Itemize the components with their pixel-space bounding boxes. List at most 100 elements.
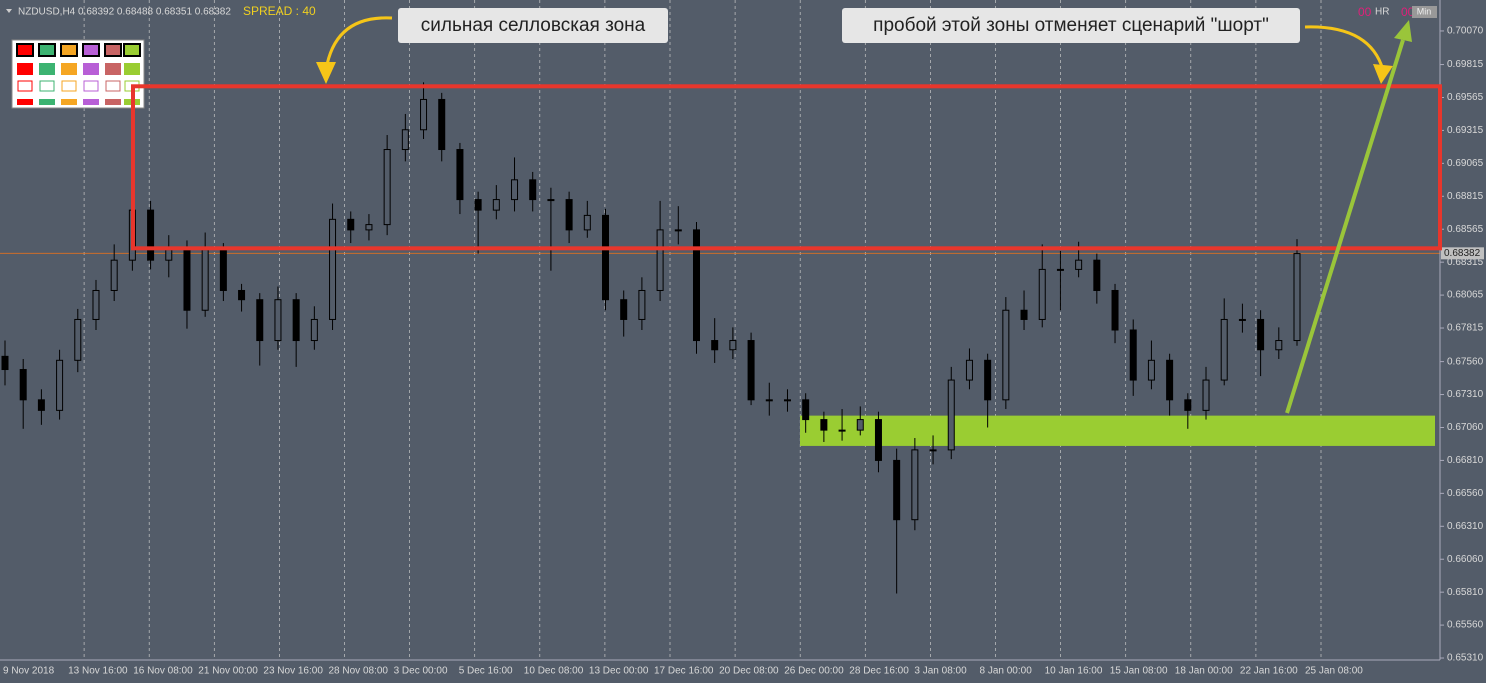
x-tick-label: 3 Jan 08:00 xyxy=(914,666,967,677)
annotation: пробой этой зоны отменяет сценарий "шорт… xyxy=(873,15,1269,36)
candle-body xyxy=(1,355,9,371)
y-tick-label: 0.67560 xyxy=(1447,356,1484,367)
x-tick-label: 5 Dec 16:00 xyxy=(459,666,513,677)
candle-body xyxy=(529,179,537,201)
x-tick-label: 28 Dec 16:00 xyxy=(849,666,909,677)
candle-body xyxy=(329,218,337,320)
candle-body xyxy=(1056,268,1064,271)
candle-body xyxy=(583,214,591,231)
control[interactable]: 00 xyxy=(1358,5,1372,19)
candle-body xyxy=(1147,359,1155,381)
candle-body xyxy=(256,299,264,342)
candle-body xyxy=(783,399,791,402)
symbol-info: NZDUSD,H4 0.68392 0.68488 0.68351 0.6838… xyxy=(18,7,231,18)
candle-body xyxy=(547,199,555,202)
candle-body xyxy=(1075,259,1083,270)
candle-body xyxy=(729,340,737,351)
x-tick-label: 3 Dec 00:00 xyxy=(394,666,448,677)
y-tick-label: 0.68815 xyxy=(1447,191,1484,202)
candle-body xyxy=(1129,329,1137,381)
x-tick-label: 20 Dec 08:00 xyxy=(719,666,779,677)
control[interactable]: Min xyxy=(1417,6,1432,16)
candle-body xyxy=(219,249,227,291)
candle-body xyxy=(1166,359,1174,401)
y-tick-label: 0.67060 xyxy=(1447,422,1484,433)
y-tick-label: 0.65560 xyxy=(1447,620,1484,631)
y-tick-label: 0.66310 xyxy=(1447,521,1484,532)
x-tick-label: 10 Dec 08:00 xyxy=(524,666,584,677)
y-tick-label: 0.65810 xyxy=(1447,587,1484,598)
candle-body xyxy=(456,149,464,201)
candle-body xyxy=(929,449,937,452)
arrows xyxy=(316,16,1412,414)
color-palette xyxy=(11,39,145,109)
annotation-box xyxy=(398,8,668,43)
menu-triangle[interactable] xyxy=(6,9,12,13)
candle-body xyxy=(110,259,118,291)
y-tick-label: 0.69315 xyxy=(1447,125,1484,136)
candle-body xyxy=(765,399,773,402)
candle-body xyxy=(310,318,318,342)
y-tick-label: 0.67310 xyxy=(1447,389,1484,400)
candle-body xyxy=(1111,289,1119,331)
y-tick-label: 0.68565 xyxy=(1447,224,1484,235)
x-tick-label: 21 Nov 00:00 xyxy=(198,666,258,677)
candle-body xyxy=(620,299,628,320)
annotation: сильная селловская зона xyxy=(421,15,646,36)
candle-body xyxy=(474,199,482,211)
price-label: 0.68382 xyxy=(1444,248,1481,259)
y-tick-label: 0.67815 xyxy=(1447,323,1484,334)
x-tick-label: 15 Jan 08:00 xyxy=(1110,666,1168,677)
candle-body xyxy=(147,209,155,261)
x-tick-label: 10 Jan 16:00 xyxy=(1045,666,1103,677)
candle-body xyxy=(383,149,391,226)
candle-body xyxy=(56,359,64,411)
candle-body xyxy=(856,419,864,431)
candle-body xyxy=(1275,340,1283,351)
candle-body xyxy=(37,399,45,411)
x-tick-label: 9 Nov 2018 xyxy=(3,666,55,677)
x-tick-label: 18 Jan 00:00 xyxy=(1175,666,1233,677)
candle-body xyxy=(1220,318,1228,381)
y-tick-label: 0.69565 xyxy=(1447,92,1484,103)
buy-zone xyxy=(800,415,1435,446)
zones xyxy=(0,0,1440,660)
candle-body xyxy=(347,218,355,231)
y-tick-label: 0.70070 xyxy=(1447,26,1484,37)
control[interactable]: 00 xyxy=(1401,5,1415,19)
candle-body xyxy=(1293,253,1301,342)
candle-body xyxy=(1202,379,1210,411)
candle-body xyxy=(1257,318,1265,351)
y-tick-label: 0.69815 xyxy=(1447,59,1484,70)
candle-body xyxy=(1038,268,1046,320)
candle-body xyxy=(1002,309,1010,401)
annotation-box xyxy=(842,8,1300,43)
price-label-box xyxy=(1441,247,1484,260)
candle-body xyxy=(1184,399,1192,411)
min-button[interactable] xyxy=(1412,6,1437,18)
candle-body xyxy=(656,229,664,291)
candle-body xyxy=(492,199,500,211)
candle-body xyxy=(438,98,446,151)
x-tick-label: 8 Jan 00:00 xyxy=(980,666,1033,677)
control[interactable]: HR xyxy=(1375,7,1389,18)
candle-body xyxy=(874,419,882,461)
candle-body xyxy=(711,340,719,351)
x-tick-label: 13 Nov 16:00 xyxy=(68,666,128,677)
x-tick-label: 28 Nov 08:00 xyxy=(329,666,389,677)
candle-body xyxy=(638,289,646,320)
candle-body xyxy=(183,249,191,311)
x-tick-label: 25 Jan 08:00 xyxy=(1305,666,1363,677)
candle-body xyxy=(565,199,573,231)
y-tick-label: 0.66810 xyxy=(1447,455,1484,466)
y-tick-label: 0.68315 xyxy=(1447,257,1484,268)
sell-zone xyxy=(131,84,1442,251)
x-tick-label: 16 Nov 08:00 xyxy=(133,666,193,677)
y-tick-label: 0.66060 xyxy=(1447,554,1484,565)
candle-body xyxy=(747,340,755,401)
candle-body xyxy=(984,359,992,401)
y-tick-label: 0.68065 xyxy=(1447,290,1484,301)
candle-body xyxy=(92,289,100,320)
